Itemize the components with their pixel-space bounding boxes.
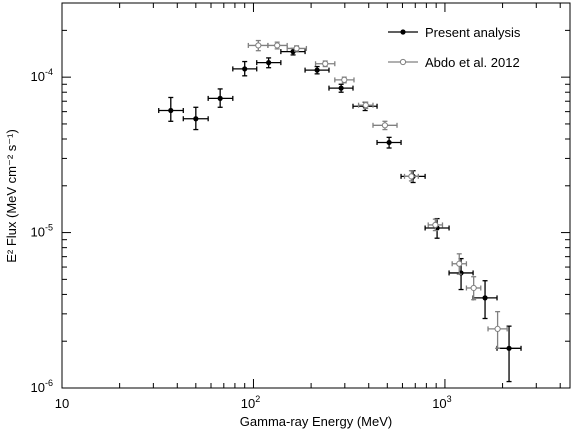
y-tick-labels: 10-6 10-5 10-4 [31, 67, 53, 395]
x-tick-label: 103 [432, 394, 451, 411]
legend-marker-present [400, 29, 406, 35]
data-point [280, 47, 306, 56]
point-marker [168, 107, 174, 114]
plot-frame [61, 2, 571, 389]
y-axis-label: E² Flux (MeV cm⁻² s⁻¹) [4, 129, 19, 263]
data-point [451, 253, 468, 275]
data-point [328, 83, 354, 93]
y-tick-label: 10-6 [31, 378, 53, 395]
data-point [357, 101, 374, 109]
point-marker [266, 60, 272, 66]
data-point [372, 120, 398, 131]
point-marker [314, 67, 320, 73]
data-series [158, 39, 522, 383]
data-point [247, 39, 269, 52]
data-point [304, 65, 330, 75]
x-tick-label: 10 [55, 396, 69, 411]
point-marker [242, 66, 248, 72]
data-point [256, 57, 282, 69]
y-tick-label: 10-5 [31, 223, 53, 240]
y-tick-label: 10-4 [31, 67, 53, 84]
point-marker [506, 345, 512, 351]
point-marker [338, 85, 344, 91]
data-point [424, 217, 450, 239]
data-point [427, 218, 444, 232]
data-point [465, 276, 482, 301]
point-marker [386, 139, 392, 146]
data-point [314, 60, 336, 68]
point-marker [362, 102, 369, 109]
point-marker [470, 284, 477, 292]
legend-label-abdo: Abdo et al. 2012 [425, 55, 520, 70]
point-marker [217, 95, 223, 101]
legend-label-present: Present analysis [425, 25, 521, 40]
x-tick-labels: 10 102 103 [55, 394, 452, 411]
point-marker [255, 42, 262, 49]
point-marker [432, 221, 439, 229]
point-marker [341, 76, 348, 84]
data-point [376, 136, 402, 149]
data-point [158, 96, 184, 122]
data-point [487, 310, 508, 349]
data-point [334, 76, 355, 84]
data-point [182, 106, 209, 131]
series-present-analysis [158, 47, 522, 383]
point-marker [293, 45, 300, 52]
point-marker [322, 60, 329, 67]
data-point [267, 41, 288, 50]
data-point [286, 45, 308, 52]
legend-marker-abdo [399, 58, 407, 66]
x-tick-label: 102 [241, 394, 260, 411]
data-point [496, 325, 522, 383]
point-marker [408, 173, 415, 180]
x-axis-label: Gamma-ray Energy (MeV) [240, 414, 392, 429]
axis-ticks [61, 3, 570, 389]
point-marker [381, 122, 389, 129]
point-marker [274, 42, 281, 49]
point-marker [456, 260, 463, 267]
data-point [403, 170, 419, 182]
point-marker [482, 295, 488, 301]
data-point [232, 60, 258, 77]
series-abdo-2012 [247, 39, 508, 349]
point-marker [494, 325, 501, 333]
data-point [207, 88, 234, 108]
point-marker [193, 116, 199, 122]
legend: Present analysis Abdo et al. 2012 [388, 25, 521, 70]
data-point [472, 280, 498, 320]
